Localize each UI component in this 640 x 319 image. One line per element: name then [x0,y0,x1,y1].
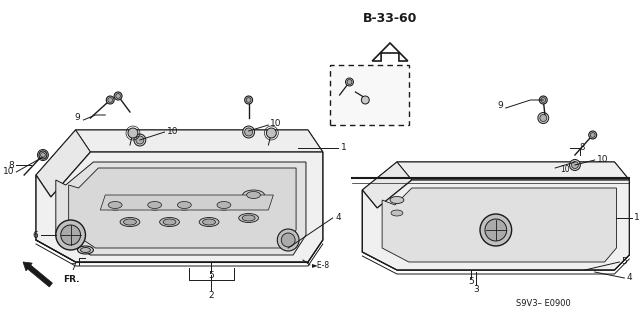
Text: 1: 1 [634,213,640,222]
Text: S9V3– E0900: S9V3– E0900 [516,300,571,308]
Circle shape [347,79,352,85]
Circle shape [116,93,120,98]
Ellipse shape [246,191,260,198]
Ellipse shape [163,219,176,225]
Text: 5: 5 [621,257,627,266]
Circle shape [590,133,595,137]
Circle shape [589,131,596,139]
Circle shape [480,214,511,246]
Ellipse shape [242,215,255,221]
Polygon shape [362,162,629,270]
Text: 8: 8 [580,144,585,152]
FancyBboxPatch shape [330,65,409,125]
Circle shape [243,126,255,138]
Text: 5: 5 [468,278,474,286]
Circle shape [538,113,548,123]
Ellipse shape [120,218,140,226]
Circle shape [38,150,49,160]
Text: 6: 6 [32,231,38,240]
Text: 9: 9 [497,101,503,110]
Ellipse shape [243,190,264,200]
Ellipse shape [203,219,216,225]
Circle shape [570,160,580,170]
Text: 10: 10 [596,154,608,164]
Circle shape [136,136,144,144]
Ellipse shape [144,200,166,210]
Ellipse shape [81,248,90,253]
Circle shape [39,151,47,159]
Text: 8: 8 [8,160,14,169]
Circle shape [281,233,295,247]
Polygon shape [397,162,629,180]
Ellipse shape [391,210,403,216]
Text: 10: 10 [270,120,282,129]
Circle shape [540,96,547,104]
Circle shape [346,78,353,86]
Text: 10: 10 [3,167,14,176]
Circle shape [485,219,507,241]
Polygon shape [36,130,323,262]
Circle shape [108,98,113,102]
Ellipse shape [124,219,136,225]
Text: 1: 1 [340,144,346,152]
Circle shape [40,152,45,157]
Polygon shape [36,152,323,262]
Polygon shape [36,130,90,197]
Text: 4: 4 [335,213,341,222]
Circle shape [128,128,138,138]
Text: 5: 5 [208,271,214,280]
Polygon shape [382,188,616,262]
Circle shape [134,134,146,146]
FancyArrow shape [23,262,52,287]
Ellipse shape [199,218,219,226]
Circle shape [572,161,579,168]
Ellipse shape [159,218,179,226]
Text: B-33-60: B-33-60 [363,11,417,25]
Text: 10: 10 [560,165,570,174]
Text: 7: 7 [70,263,76,271]
Polygon shape [362,162,412,208]
Ellipse shape [239,213,259,222]
Text: ►E-8: ►E-8 [312,261,330,270]
Ellipse shape [173,200,195,210]
Ellipse shape [77,246,93,254]
Circle shape [106,96,114,104]
Circle shape [541,98,546,102]
Text: 4: 4 [627,273,632,283]
Text: 9: 9 [75,114,81,122]
Ellipse shape [390,197,404,204]
Ellipse shape [148,202,162,209]
Circle shape [244,96,253,104]
Circle shape [362,96,369,104]
Text: FR.: FR. [63,276,79,285]
Ellipse shape [213,200,235,210]
Polygon shape [362,180,629,270]
Circle shape [540,115,547,122]
Circle shape [277,229,299,251]
Circle shape [246,98,251,102]
Circle shape [61,225,81,245]
Polygon shape [68,168,296,248]
Ellipse shape [104,200,126,210]
Polygon shape [76,130,323,152]
Ellipse shape [177,202,191,209]
Polygon shape [372,43,408,61]
Ellipse shape [108,202,122,209]
Text: 3: 3 [473,286,479,294]
Text: 2: 2 [208,291,214,300]
Circle shape [266,128,276,138]
Polygon shape [56,162,306,255]
Polygon shape [100,195,273,210]
Circle shape [244,128,253,136]
Circle shape [114,92,122,100]
Circle shape [56,220,86,250]
Ellipse shape [217,202,231,209]
Text: 10: 10 [166,127,178,136]
